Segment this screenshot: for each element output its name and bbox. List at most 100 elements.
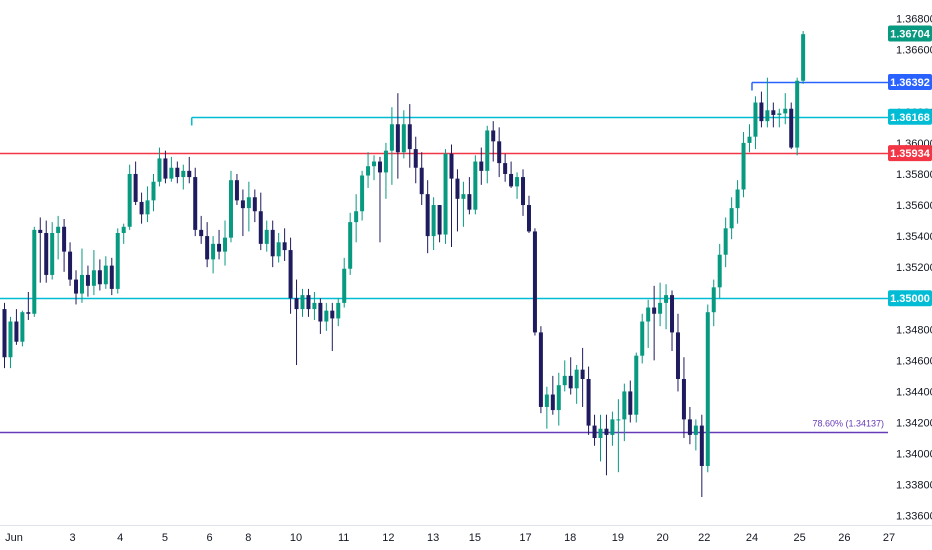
candle[interactable] <box>223 220 228 266</box>
candle[interactable] <box>461 181 466 227</box>
candle[interactable] <box>467 177 472 215</box>
candle[interactable] <box>729 197 734 240</box>
candle[interactable] <box>276 232 281 263</box>
candle[interactable] <box>473 155 478 215</box>
candle[interactable] <box>8 316 13 369</box>
candle[interactable] <box>270 220 275 268</box>
candle[interactable] <box>360 170 365 221</box>
candle[interactable] <box>330 302 335 352</box>
candle[interactable] <box>634 352 639 423</box>
candle[interactable] <box>109 257 114 296</box>
candle[interactable] <box>175 161 180 184</box>
candle[interactable] <box>425 180 430 254</box>
candle[interactable] <box>121 223 126 244</box>
candle[interactable] <box>181 164 186 190</box>
candle[interactable] <box>658 282 663 327</box>
candle[interactable] <box>282 228 287 261</box>
candle[interactable] <box>324 302 329 331</box>
candle[interactable] <box>735 180 740 224</box>
candle[interactable] <box>550 375 555 415</box>
candle[interactable] <box>20 310 25 347</box>
candle[interactable] <box>294 279 299 366</box>
candle[interactable] <box>85 265 90 297</box>
candle[interactable] <box>592 414 597 446</box>
candle[interactable] <box>491 121 496 162</box>
candle[interactable] <box>169 156 174 182</box>
time-axis[interactable]: Jun 3 4 5 6 8 10 11 12 13 15 17 18 19 20 22 24 25 26 27 <box>0 525 932 550</box>
candle[interactable] <box>723 217 728 268</box>
candle[interactable] <box>443 149 448 244</box>
candle[interactable] <box>79 248 84 303</box>
candle[interactable] <box>32 226 37 317</box>
candle[interactable] <box>288 237 293 314</box>
candle[interactable] <box>103 256 108 289</box>
candle[interactable] <box>26 292 31 320</box>
candle[interactable] <box>610 411 615 446</box>
candle[interactable] <box>622 383 627 442</box>
candle[interactable] <box>413 136 418 184</box>
candle[interactable] <box>127 164 132 230</box>
candle[interactable] <box>556 372 561 426</box>
candle[interactable] <box>598 414 603 462</box>
candle[interactable] <box>753 96 758 150</box>
candle[interactable] <box>503 153 508 182</box>
candle[interactable] <box>479 147 484 185</box>
candle[interactable] <box>312 292 317 320</box>
candle[interactable] <box>783 93 788 125</box>
candle[interactable] <box>646 299 651 348</box>
candle[interactable] <box>681 357 686 439</box>
candle[interactable] <box>377 156 382 243</box>
candle[interactable] <box>455 169 460 232</box>
candle[interactable] <box>74 270 79 305</box>
candle[interactable] <box>795 77 800 156</box>
candle[interactable] <box>97 259 102 291</box>
candle[interactable] <box>407 104 412 168</box>
candle[interactable] <box>747 124 752 153</box>
candle[interactable] <box>228 170 233 243</box>
candle[interactable] <box>300 288 305 317</box>
candle[interactable] <box>526 195 531 233</box>
candle[interactable] <box>562 360 567 392</box>
candle[interactable] <box>771 102 776 128</box>
candle[interactable] <box>485 125 490 184</box>
candle[interactable] <box>2 302 7 369</box>
candle[interactable] <box>431 197 436 251</box>
candle[interactable] <box>258 192 263 251</box>
candle[interactable] <box>342 257 347 308</box>
candle[interactable] <box>56 215 61 260</box>
candle[interactable] <box>670 290 675 352</box>
candle[interactable] <box>789 102 794 150</box>
candle[interactable] <box>157 147 162 187</box>
candle[interactable] <box>521 169 526 216</box>
candle[interactable] <box>437 205 442 243</box>
candle[interactable] <box>115 228 120 294</box>
candle[interactable] <box>801 31 806 84</box>
candle[interactable] <box>50 222 55 280</box>
candle[interactable] <box>544 386 549 429</box>
candle[interactable] <box>383 142 388 199</box>
candle[interactable] <box>211 236 216 274</box>
candle[interactable] <box>419 152 424 206</box>
candle[interactable] <box>133 161 138 206</box>
candle[interactable] <box>699 414 704 498</box>
candle[interactable] <box>38 217 43 283</box>
candle[interactable] <box>68 242 73 286</box>
candle[interactable] <box>252 189 257 223</box>
candle[interactable] <box>532 228 537 336</box>
candle[interactable] <box>777 108 782 128</box>
candle[interactable] <box>741 132 746 198</box>
candle[interactable] <box>264 220 269 252</box>
candle[interactable] <box>509 161 514 188</box>
candle[interactable] <box>199 215 204 244</box>
candle[interactable] <box>717 243 722 299</box>
candle[interactable] <box>389 107 394 185</box>
candle[interactable] <box>705 304 710 473</box>
candle[interactable] <box>372 155 377 181</box>
candle[interactable] <box>246 181 251 232</box>
candle[interactable] <box>395 93 400 179</box>
candle[interactable] <box>652 285 657 361</box>
candle[interactable] <box>234 173 239 206</box>
candle[interactable] <box>616 399 621 473</box>
candle[interactable] <box>675 313 680 392</box>
candle[interactable] <box>139 192 144 224</box>
